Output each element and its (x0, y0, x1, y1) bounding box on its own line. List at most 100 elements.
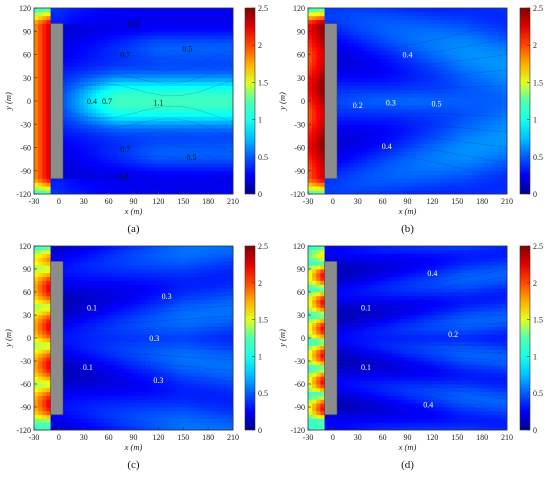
heatmap-cell (448, 15, 454, 21)
heatmap-cell (34, 246, 39, 251)
heatmap-cell (444, 81, 450, 86)
heatmap-cell (473, 58, 479, 63)
heatmap-cell (382, 66, 388, 71)
heatmap-cell (345, 15, 350, 21)
heatmap-cell (469, 174, 475, 179)
heatmap-cell (407, 15, 413, 21)
heatmap-cell (361, 163, 367, 168)
heatmap-cell (125, 19, 130, 24)
heatmap-cell (494, 143, 500, 148)
heatmap-cell (328, 186, 334, 191)
heatmap-cell (407, 182, 413, 187)
heatmap-cell (316, 58, 321, 63)
heatmap-cell (133, 166, 139, 172)
heatmap-cell (220, 124, 226, 129)
heatmap-cell (46, 414, 51, 419)
heatmap-cell (137, 11, 143, 17)
heatmap-cell (444, 182, 450, 187)
x-tick-label: 150 (451, 197, 463, 206)
heatmap-cell (100, 27, 105, 32)
heatmap-cell (448, 143, 454, 148)
heatmap-cell (382, 178, 388, 183)
heatmap-cell (482, 108, 487, 114)
heatmap-cell (428, 81, 433, 86)
heatmap-cell (316, 62, 321, 67)
heatmap-cell (366, 135, 371, 141)
heatmap-cell (150, 39, 155, 44)
heatmap-cell (448, 166, 454, 172)
heatmap-cell (473, 81, 479, 86)
heatmap-cell (38, 426, 43, 431)
heatmap-cell (187, 143, 192, 148)
heatmap-cell (440, 182, 446, 187)
heatmap-cell (320, 15, 325, 21)
heatmap-cell (498, 89, 504, 94)
heatmap-cell (357, 39, 363, 44)
heatmap-cell (477, 8, 483, 13)
heatmap-cell (112, 120, 118, 125)
heatmap-cell (366, 73, 371, 79)
heatmap-cell (183, 124, 188, 129)
heatmap-cell (208, 46, 213, 52)
heatmap-cell (195, 15, 201, 21)
heatmap-cell (498, 70, 504, 75)
heatmap-cell (71, 85, 76, 90)
heatmap-cell (345, 182, 350, 187)
heatmap-cell (482, 58, 487, 63)
heatmap-cell (34, 93, 39, 98)
heatmap-cell (216, 108, 221, 114)
heatmap-cell (349, 132, 355, 137)
heatmap-cell (216, 147, 221, 152)
heatmap-cell (382, 89, 388, 94)
heatmap-cell (361, 81, 367, 86)
heatmap-cell (320, 166, 325, 172)
heatmap-cell (448, 31, 454, 36)
heatmap-cell (220, 182, 226, 187)
heatmap-cell (465, 155, 471, 160)
heatmap-cell (228, 159, 234, 164)
heatmap-cell (38, 276, 43, 281)
heatmap-cell (92, 159, 97, 164)
heatmap-cell (395, 132, 400, 137)
heatmap-cell (382, 42, 388, 48)
heatmap-cell (42, 418, 47, 423)
heatmap-cell (415, 35, 421, 40)
heatmap-cell (162, 23, 168, 28)
heatmap-cell (79, 66, 85, 71)
heatmap-cell (224, 178, 230, 183)
heatmap-cell (162, 128, 168, 133)
heatmap-cell (448, 93, 454, 98)
y-tick-label: 90 (297, 27, 305, 36)
heatmap-cell (403, 39, 408, 44)
heatmap-cell (486, 89, 491, 94)
heatmap-cell (46, 166, 51, 172)
heatmap-cell (436, 147, 442, 152)
heatmap-cell (150, 159, 155, 164)
heatmap-cell (308, 147, 313, 152)
heatmap-cell (341, 108, 346, 114)
heatmap-cell (166, 166, 172, 172)
heatmap-cell (395, 15, 400, 21)
heatmap-cell (108, 97, 114, 102)
heatmap-cell (349, 85, 355, 90)
heatmap-cell (407, 85, 413, 90)
heatmap-cell (158, 11, 163, 17)
heatmap-cell (490, 132, 495, 137)
heatmap-cell (424, 31, 429, 36)
x-tick-label: 30 (80, 197, 88, 206)
heatmap-cell (453, 27, 458, 32)
heatmap-cell (473, 89, 479, 94)
heatmap-cell (316, 35, 321, 40)
heatmap-cell (179, 8, 184, 13)
heatmap-cell (502, 66, 508, 71)
heatmap-cell (46, 101, 51, 106)
heatmap-cell (424, 112, 429, 117)
heatmap-cell (58, 186, 64, 191)
heatmap-cell (494, 66, 500, 71)
heatmap-cell (129, 27, 134, 32)
heatmap-cell (403, 128, 408, 133)
heatmap-cell (411, 58, 417, 63)
heatmap-cell (150, 186, 155, 191)
heatmap-cell (477, 54, 483, 59)
heatmap-cell (477, 11, 483, 17)
